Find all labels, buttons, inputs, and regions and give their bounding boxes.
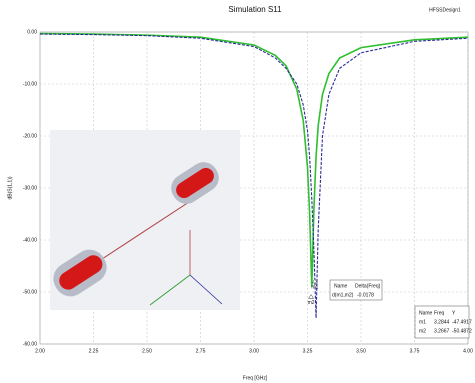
y-tick-label: 0.00 [27, 29, 37, 35]
table-cell: -0.0178 [357, 292, 374, 298]
table-cell: -50.4872 [452, 328, 472, 334]
x-tick-label: 3.00 [249, 348, 259, 354]
x-tick-label: 3.25 [303, 348, 313, 354]
y-tick-label: -50.00 [23, 289, 37, 295]
table-header: Name [334, 283, 348, 289]
y-tick-label: -20.00 [23, 133, 37, 139]
y-axis-label: dB(S(1,1)) [7, 176, 13, 199]
table-cell: m1 [419, 319, 426, 325]
x-tick-label: 2.25 [89, 348, 99, 354]
table-cell: d(m1,m2) [332, 292, 354, 298]
x-tick-label: 3.50 [356, 348, 366, 354]
marker-label: m2 [308, 300, 315, 306]
table-cell: 3.2844 [434, 319, 450, 325]
table-cell: m2 [419, 328, 426, 334]
table-header: Name [419, 310, 433, 316]
x-axis-label: Freq [GHz] [243, 375, 268, 381]
table-cell: -47.4917 [452, 319, 472, 325]
design-name: HFSSDesign1 [429, 7, 461, 13]
x-tick-label: 3.75 [410, 348, 420, 354]
x-tick-label: 2.75 [196, 348, 206, 354]
x-tick-label: 2.00 [35, 348, 45, 354]
y-tick-label: -30.00 [23, 185, 37, 191]
model-inset [47, 130, 240, 310]
table-cell: 3.2667 [434, 328, 450, 334]
table-header: Delta(Freq) [355, 283, 381, 289]
y-tick-label: -10.00 [23, 81, 37, 87]
x-tick-label: 2.50 [142, 348, 152, 354]
marker-label: m1 [311, 284, 318, 290]
y-tick-label: -40.00 [23, 237, 37, 243]
chart: Simulation S11 HFSSDesign1 Freq [GHz] dB… [0, 0, 475, 383]
chart-title: Simulation S11 [228, 5, 282, 14]
x-tick-label: 4.00 [463, 348, 473, 354]
table-header: Freq [434, 310, 445, 316]
y-tick-label: -60.00 [23, 341, 37, 347]
